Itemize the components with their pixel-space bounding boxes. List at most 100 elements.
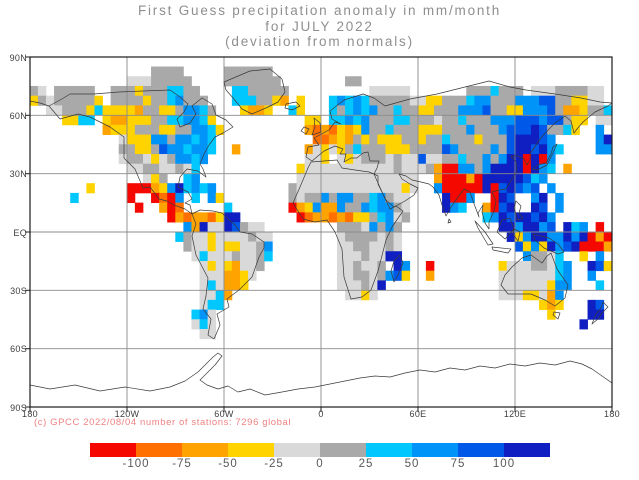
anomaly-cell [126,134,136,145]
anomaly-cell [345,290,354,301]
anomaly-cell [417,154,427,165]
anomaly-cell [207,134,217,145]
anomaly-cell [345,260,354,272]
anomaly-cell [264,231,273,242]
anomaly-cell [142,134,152,145]
anomaly-cell [345,212,354,223]
anomaly-cell [199,134,209,145]
anomaly-cell [256,95,265,106]
anomaly-cell [167,76,176,87]
anomaly-cell [142,163,152,174]
anomaly-cell [474,173,483,184]
anomaly-cell [215,270,225,281]
anomaly-cell [272,95,281,106]
anomaly-cell [401,95,411,106]
anomaly-cell [603,231,613,242]
anomaly-cell [175,105,184,116]
anomaly-cell [530,192,540,204]
anomaly-cell [304,183,314,194]
coastline [552,311,561,320]
anomaly-cell [587,105,597,116]
anomaly-cell [466,144,475,155]
anomaly-cell [345,280,354,291]
anomaly-cell [183,105,192,116]
anomaly-cell [248,76,257,87]
anomaly-cell [409,183,419,194]
anomaly-cell [223,260,233,272]
anomaly-cell [207,231,217,242]
anomaly-cell [442,115,451,126]
anomaly-cell [393,163,403,174]
anomaly-cell [506,222,516,233]
coastline [284,101,301,111]
anomaly-cell [474,134,483,145]
anomaly-cell [239,66,249,77]
anomaly-cell [530,251,540,262]
anomaly-cell [336,124,346,135]
anomaly-cell [328,192,338,204]
anomaly-cell [151,163,160,174]
anomaly-cell [530,154,540,165]
anomaly-cell [539,144,548,155]
anomaly-cell [361,212,370,223]
anomaly-cell [239,280,249,291]
anomaly-cell [377,231,386,242]
anomaly-cell [118,85,128,97]
anomaly-cell [555,251,564,262]
anomaly-cell [110,95,120,106]
anomaly-cell [425,144,435,155]
anomaly-cell [151,183,160,194]
anomaly-cell [369,212,378,223]
anomaly-cell [328,115,338,126]
anomaly-cell [159,183,168,194]
anomaly-cell [151,124,160,135]
anomaly-cell [353,290,362,301]
anomaly-cell [498,173,508,184]
anomaly-cell [353,192,362,204]
anomaly-cell [191,241,200,252]
anomaly-cell [498,85,508,97]
anomaly-cell [175,144,184,155]
anomaly-cell [183,222,192,233]
anomaly-cell [498,154,508,165]
anomaly-cell [514,105,524,116]
anomaly-cell [167,95,176,106]
anomaly-cell [256,260,265,272]
anomaly-cell [215,280,225,291]
anomaly-cell [498,192,508,204]
anomaly-cell [207,270,217,281]
anomaly-cell [328,144,338,155]
anomaly-cell [458,124,467,135]
coastline [311,117,322,136]
anomaly-cell [595,85,605,97]
anomaly-cell [142,105,152,116]
anomaly-cell [336,144,346,155]
anomaly-cell [409,124,419,135]
anomaly-cell [183,85,192,97]
anomaly-cell [256,222,265,233]
anomaly-cell [353,183,362,194]
anomaly-cell [498,212,508,223]
anomaly-cell [183,95,192,106]
anomaly-cell [490,212,500,223]
anomaly-cell [433,173,443,184]
colorbar-segment [412,443,458,457]
anomaly-cell [522,134,532,145]
anomaly-cell [361,260,370,272]
anomaly-cell [328,163,338,174]
anomaly-cell [522,144,532,155]
anomaly-cell [361,183,370,194]
anomaly-cell [159,95,168,106]
anomaly-cell [86,115,95,126]
anomaly-cell [159,115,168,126]
anomaly-cell [474,85,483,97]
anomaly-cell [595,260,605,272]
anomaly-cell [393,134,403,145]
anomaly-cell [369,144,378,155]
anomaly-cell [312,202,322,213]
anomaly-cell [167,66,176,77]
lon-label: 60E [409,409,427,419]
anomaly-cell [231,66,241,77]
anomaly-cell [595,299,605,310]
anomaly-cell [595,222,605,233]
